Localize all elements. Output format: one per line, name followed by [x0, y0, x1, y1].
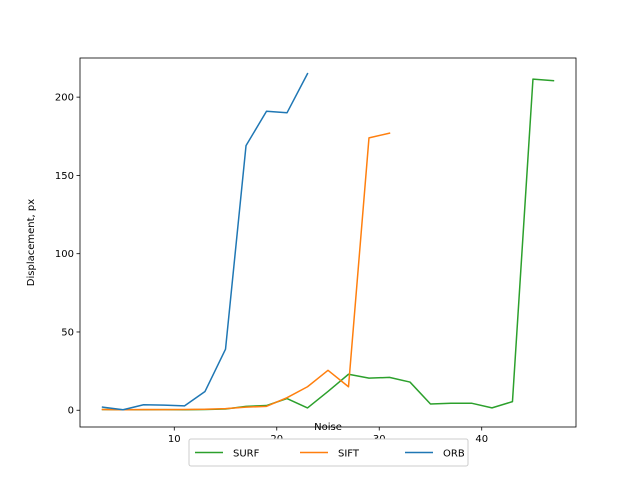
legend-label: SURF — [233, 449, 260, 460]
legend-label: SIFT — [338, 449, 360, 460]
legend-box — [188, 438, 469, 467]
x-tick-label: 10 — [168, 434, 181, 445]
y-tick-label: 100 — [55, 249, 74, 260]
y-axis-ticks: 0 50 100 150 200 — [55, 93, 80, 417]
series-line-sift — [101, 132, 391, 411]
y-tick-label: 150 — [55, 171, 74, 182]
legend: SURF SIFT ORB — [188, 438, 469, 467]
legend-items: SURF SIFT ORB — [195, 449, 465, 460]
y-axis-label: Displacement, px — [26, 199, 37, 286]
series-layer — [101, 72, 555, 411]
x-axis-label: Noise — [314, 422, 342, 433]
legend-label: ORB — [443, 449, 465, 460]
axes-frame — [79, 57, 577, 428]
y-tick-label: 200 — [55, 93, 74, 104]
x-tick-label: 40 — [475, 434, 488, 445]
series-line-surf — [101, 78, 555, 411]
legend-item-sift: SIFT — [300, 449, 360, 460]
series-line-orb — [101, 72, 309, 411]
legend-item-surf: SURF — [195, 449, 260, 460]
legend-item-orb: ORB — [405, 449, 465, 460]
y-tick-label: 0 — [68, 406, 74, 417]
y-tick-label: 50 — [61, 327, 74, 338]
